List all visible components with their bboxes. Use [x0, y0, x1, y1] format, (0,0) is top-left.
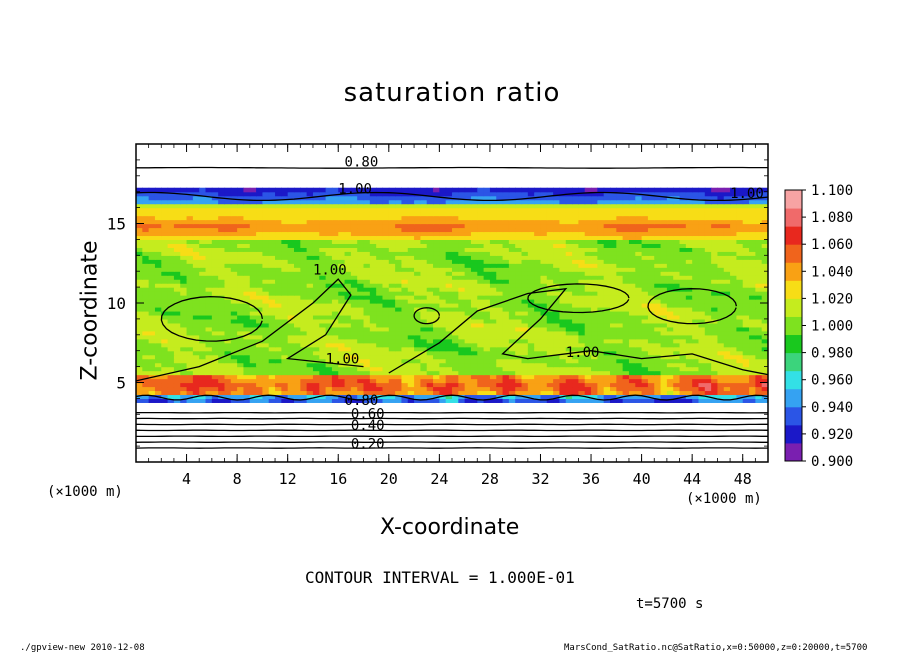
x-tick-label-3: 16 — [329, 470, 347, 488]
contour-loop-1 — [527, 283, 630, 314]
y-tick-label-0: 5 — [116, 374, 126, 393]
colorbar-label-6: 0.980 — [811, 346, 853, 362]
colorbar-swatch-5 — [785, 352, 802, 372]
footer-left: ./gpview-new 2010-12-08 — [20, 643, 145, 653]
x-axis-label: X-coordinate — [380, 515, 520, 540]
contour-interval: CONTOUR INTERVAL = 1.000E-01 — [305, 568, 575, 587]
colorbar-label-1: 1.080 — [811, 210, 853, 226]
colorbar-label-2: 1.060 — [811, 237, 853, 253]
colorbar-swatch-10 — [785, 262, 802, 281]
contour-label-3: 1.00 — [313, 262, 347, 278]
colorbar-swatch-2 — [785, 406, 802, 426]
x-tick-label-6: 28 — [481, 470, 499, 488]
colorbar-swatch-11 — [785, 244, 802, 263]
contour-1.00-upper — [136, 191, 768, 202]
y-tick-label-1: 10 — [107, 294, 126, 313]
contour-label-4: 1.00 — [326, 351, 360, 367]
x-tick-label-0: 4 — [182, 470, 191, 488]
contour-0.80-top — [136, 166, 768, 169]
heatmap-field: 0.801.00 1.001.001.00 1.000.800.600.400.20 — [136, 154, 768, 452]
contour-loop-3 — [413, 307, 441, 325]
x-tick-label-7: 32 — [531, 470, 549, 488]
contour-label-0: 0.80 — [345, 154, 379, 170]
colorbar-swatch-7 — [785, 316, 802, 336]
footer-right: MarsCond_SatRatio.nc@SatRatio,x=0:50000,… — [564, 643, 868, 653]
chart-title: saturation ratio — [343, 78, 561, 108]
x-tick-label-11: 48 — [734, 470, 752, 488]
colorbar-swatch-13 — [785, 208, 802, 227]
time-label: t=5700 s — [636, 596, 704, 612]
colorbar-label-10: 0.900 — [811, 454, 853, 470]
y-tick-label-2: 15 — [107, 215, 126, 234]
x-tick-label-2: 12 — [279, 470, 297, 488]
colorbar-swatch-12 — [785, 226, 802, 245]
contour-loop-2 — [647, 288, 738, 325]
contour-1.00-left — [136, 278, 364, 382]
colorbar-label-3: 1.040 — [811, 264, 853, 280]
colorbar-swatch-4 — [785, 370, 802, 390]
colorbar-swatch-3 — [785, 388, 802, 408]
x-tick-label-10: 44 — [683, 470, 701, 488]
contour-label-7: 0.60 — [351, 406, 385, 422]
colorbar-label-8: 0.940 — [811, 400, 853, 416]
colorbar-swatch-1 — [785, 424, 802, 444]
contour-label-6: 0.80 — [345, 393, 379, 409]
y-axis-label: Z-coordinate — [77, 240, 103, 381]
colorbar-swatch-14 — [785, 190, 802, 209]
x-tick-label-4: 20 — [380, 470, 398, 488]
contour-label-2: 1.00 — [730, 186, 764, 202]
contour-label-1: 1.00 — [338, 181, 372, 197]
x-unit-right: (×1000 m) — [686, 491, 762, 507]
x-tick-label-8: 36 — [582, 470, 600, 488]
x-tick-label-1: 8 — [233, 470, 242, 488]
colorbar-label-5: 1.000 — [811, 319, 853, 335]
x-unit-left: (×1000 m) — [47, 484, 123, 500]
colorbar-label-0: 1.100 — [811, 183, 853, 199]
x-tick-label-5: 24 — [430, 470, 448, 488]
colorbar-label-4: 1.020 — [811, 291, 853, 307]
x-tick-label-9: 40 — [633, 470, 651, 488]
contour-label-8: 0.40 — [351, 418, 385, 434]
colorbar-swatch-0 — [785, 442, 802, 462]
colorbar-label-9: 0.920 — [811, 427, 853, 443]
colorbar-swatch-9 — [785, 280, 802, 299]
colorbar-swatch-6 — [785, 334, 802, 354]
contour-label-5: 1.00 — [566, 345, 600, 361]
contour-label-9: 0.20 — [351, 436, 385, 452]
contour-0.80-lower — [136, 394, 768, 401]
colorbar-label-7: 0.960 — [811, 373, 853, 389]
colorbar-swatch-8 — [785, 298, 802, 317]
contour-loop-4 — [160, 295, 264, 342]
contour-1.00-right — [388, 287, 768, 376]
